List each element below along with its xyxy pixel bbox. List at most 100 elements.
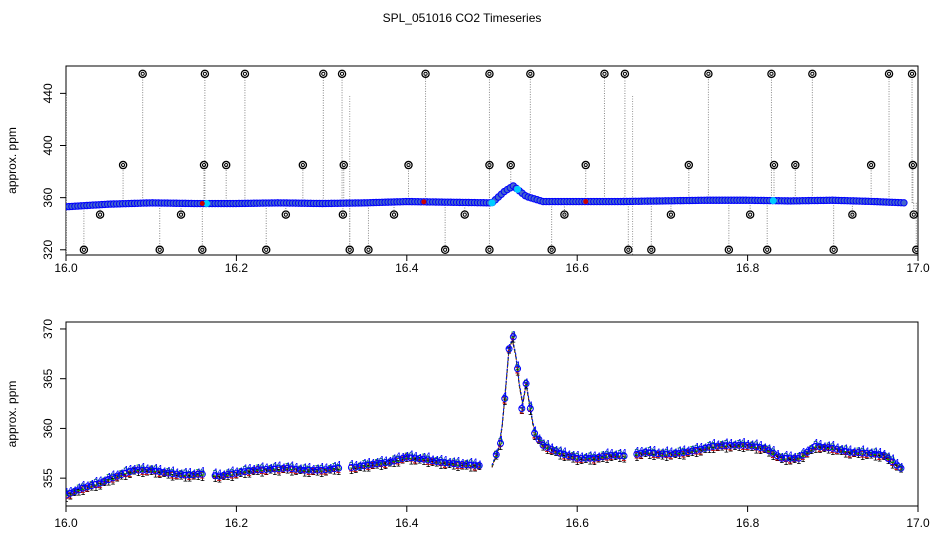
data-point <box>288 465 296 473</box>
numbered-point: 3 <box>408 452 414 462</box>
numbered-point: 3 <box>566 452 572 462</box>
numbered-point: 1 <box>617 455 623 465</box>
data-point <box>330 465 338 473</box>
outlier-point <box>704 69 713 79</box>
numbered-point: 3 <box>472 461 478 471</box>
data-point <box>782 454 790 462</box>
numbered-point: 3 <box>779 453 785 463</box>
numbered-point: 4 <box>655 448 661 458</box>
numbered-point: 4 <box>728 438 734 448</box>
numbered-point: 4 <box>855 446 861 456</box>
numbered-point: 4 <box>775 450 781 460</box>
numbered-point: 3 <box>404 452 410 462</box>
numbered-point: 3 <box>510 331 516 341</box>
data-point <box>539 441 547 449</box>
data-point <box>83 483 91 491</box>
numbered-point: 4 <box>174 468 180 478</box>
data-point <box>812 442 820 450</box>
numbered-point: 4 <box>851 447 857 457</box>
data-point <box>756 444 764 452</box>
numbered-point: 1 <box>847 452 853 462</box>
numbered-point: 4 <box>608 449 614 459</box>
data-point-accent <box>421 199 427 205</box>
numbered-point: 2 <box>268 465 274 475</box>
data-point <box>224 471 232 479</box>
numbered-point: 1 <box>677 452 683 462</box>
numbered-point: 4 <box>165 466 171 476</box>
outlier-point-inner <box>886 71 892 76</box>
data-point <box>100 477 108 485</box>
data-point <box>663 450 671 458</box>
data-point <box>147 466 155 474</box>
outlier-point-inner <box>201 162 207 168</box>
numbered-point: 2 <box>378 460 384 470</box>
outlier-point <box>199 160 209 170</box>
data-point <box>403 453 411 461</box>
numbered-point: 1 <box>72 489 78 499</box>
numbered-point: 4 <box>638 447 644 457</box>
numbered-point: 4 <box>715 440 721 450</box>
numbered-point: 3 <box>255 464 261 474</box>
numbered-point: 3 <box>80 483 86 493</box>
data-point <box>75 486 83 494</box>
numbered-point: 3 <box>745 442 751 452</box>
data-point <box>833 445 841 453</box>
numbered-point: 3 <box>885 453 891 463</box>
numbered-point: 2 <box>464 461 470 471</box>
numbered-point: 2 <box>527 405 533 415</box>
outlier-point <box>560 210 569 219</box>
numbered-point: 3 <box>749 441 755 451</box>
numbered-point: 4 <box>127 465 133 475</box>
numbered-point: 1 <box>451 462 457 472</box>
numbered-point: 4 <box>144 464 150 474</box>
outlier-point <box>866 160 876 170</box>
numbered-point: 4 <box>647 446 653 456</box>
numbered-point: 2 <box>374 459 380 469</box>
numbered-point: 3 <box>758 443 764 453</box>
data-point <box>467 461 475 469</box>
data-point <box>820 443 828 451</box>
numbered-point: 2 <box>540 441 546 451</box>
numbered-point: 1 <box>438 462 444 472</box>
numbered-point: 4 <box>161 467 167 477</box>
data-point <box>450 460 458 468</box>
numbered-point: 1 <box>783 458 789 468</box>
numbered-point: 3 <box>110 473 116 483</box>
outlier-point <box>912 245 918 255</box>
numbered-point: 1 <box>758 447 764 457</box>
outlier-point-inner <box>300 162 305 168</box>
outlier-point-inner <box>914 247 918 252</box>
data-point <box>245 467 253 475</box>
numbered-point: 3 <box>361 460 367 470</box>
numbered-point: 2 <box>655 451 661 461</box>
numbered-point: 3 <box>694 444 700 454</box>
numbered-point: 1 <box>302 469 308 479</box>
numbered-point: 1 <box>813 446 819 456</box>
numbered-point: 2 <box>387 459 393 469</box>
numbered-point: 3 <box>195 469 201 479</box>
numbered-point: 4 <box>310 464 316 474</box>
data-point <box>522 380 530 388</box>
data-point <box>190 471 198 479</box>
data-point <box>71 488 79 496</box>
numbered-point: 1 <box>187 474 193 484</box>
numbered-point: 3 <box>655 450 661 460</box>
numbered-point: 2 <box>297 466 303 476</box>
numbered-point: 1 <box>843 451 849 461</box>
numbered-point: 4 <box>434 456 440 466</box>
numbered-point: 4 <box>76 483 82 493</box>
numbered-point: 3 <box>523 379 529 389</box>
numbered-point: 2 <box>361 462 367 472</box>
data-point <box>66 489 74 497</box>
numbered-point: 2 <box>89 481 95 491</box>
numbered-point: 3 <box>711 441 717 451</box>
numbered-point: 4 <box>881 450 887 460</box>
numbered-point: 4 <box>826 441 832 451</box>
data-point <box>360 462 368 470</box>
outlier-point-inner <box>850 212 855 217</box>
numbered-point: 2 <box>600 452 606 462</box>
numbered-point: 4 <box>698 442 704 452</box>
outlier-point <box>908 160 918 170</box>
numbered-point: 3 <box>438 456 444 466</box>
numbered-point: 3 <box>417 455 423 465</box>
